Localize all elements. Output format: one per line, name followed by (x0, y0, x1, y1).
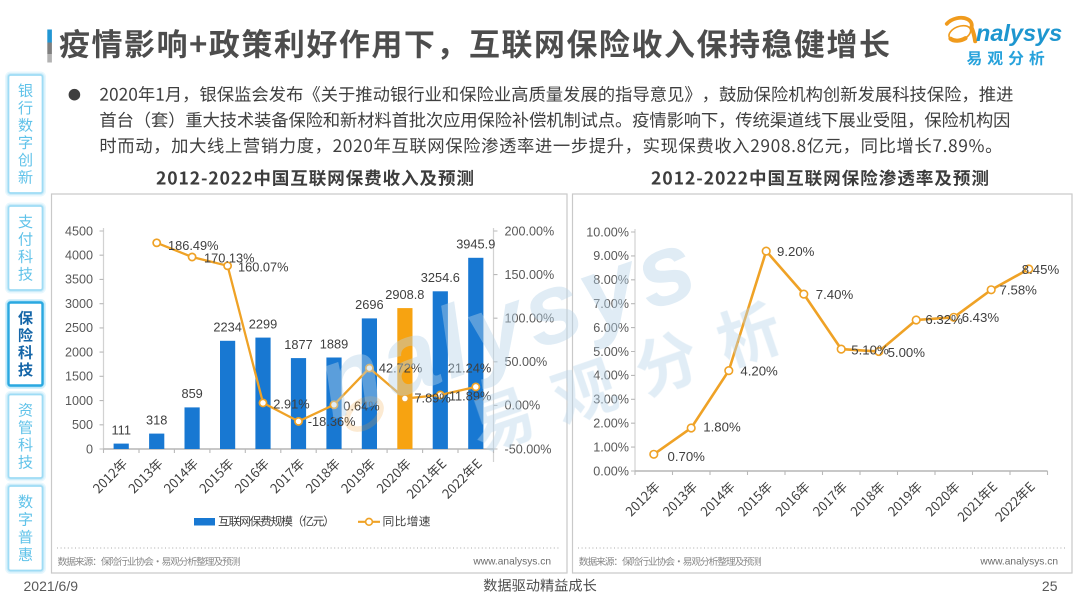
svg-text:859: 859 (181, 386, 202, 401)
svg-text:1.80%: 1.80% (703, 420, 741, 435)
svg-text:7.40%: 7.40% (816, 287, 854, 302)
svg-text:8.45%: 8.45% (1022, 262, 1060, 277)
svg-text:160.07%: 160.07% (238, 259, 289, 274)
svg-text:2021/6/9: 2021/6/9 (24, 578, 79, 594)
svg-text:2908.8: 2908.8 (385, 287, 424, 302)
svg-text:6.32%: 6.32% (925, 312, 963, 327)
svg-text:-50.00%: -50.00% (505, 442, 552, 456)
svg-text:5.00%: 5.00% (888, 345, 926, 360)
svg-text:1877: 1877 (284, 337, 312, 352)
svg-text:1000: 1000 (65, 394, 93, 408)
svg-text:www.analysys.cn: www.analysys.cn (472, 557, 551, 568)
svg-text:3500: 3500 (65, 273, 93, 287)
svg-text:6.00%: 6.00% (593, 321, 629, 335)
svg-text:4500: 4500 (65, 224, 93, 238)
svg-text:2500: 2500 (65, 321, 93, 335)
svg-text:4000: 4000 (65, 249, 93, 263)
svg-text:9.20%: 9.20% (777, 244, 815, 259)
svg-text:25: 25 (1042, 578, 1058, 594)
svg-text:3000: 3000 (65, 297, 93, 311)
svg-text:nalysys: nalysys (976, 20, 1062, 46)
svg-text:500: 500 (72, 418, 93, 432)
svg-text:2299: 2299 (249, 316, 277, 331)
svg-text:1.00%: 1.00% (593, 440, 629, 454)
svg-text:2.91%: 2.91% (273, 396, 309, 411)
svg-text:5.00%: 5.00% (593, 345, 629, 359)
svg-text:7.89%: 7.89% (414, 390, 450, 405)
svg-text:42.72%: 42.72% (379, 361, 422, 376)
svg-text:www.analysys.cn: www.analysys.cn (979, 557, 1058, 568)
svg-text:0.70%: 0.70% (668, 449, 706, 464)
svg-text:21.24%: 21.24% (448, 361, 491, 376)
svg-text:111: 111 (112, 422, 131, 437)
svg-text:4.20%: 4.20% (740, 364, 778, 379)
svg-text:100.00%: 100.00% (505, 312, 555, 326)
svg-text:5.10%: 5.10% (851, 343, 889, 358)
svg-text:2234: 2234 (213, 320, 241, 335)
svg-text:3945.9: 3945.9 (456, 237, 495, 252)
svg-text:2000: 2000 (65, 345, 93, 359)
svg-text:318: 318 (146, 412, 167, 427)
svg-text:0.00%: 0.00% (593, 464, 629, 478)
svg-text:50.00%: 50.00% (505, 355, 548, 369)
svg-text:7.58%: 7.58% (1000, 283, 1038, 298)
svg-text:-18.36%: -18.36% (308, 414, 356, 429)
svg-text:3254.6: 3254.6 (421, 270, 460, 285)
svg-text:200.00%: 200.00% (505, 224, 555, 238)
svg-text:6.43%: 6.43% (962, 310, 1000, 325)
svg-text:186.49%: 186.49% (168, 238, 219, 253)
svg-text:10.00%: 10.00% (586, 225, 629, 239)
svg-text:150.00%: 150.00% (505, 268, 555, 282)
svg-text:2696: 2696 (355, 297, 383, 312)
svg-text:0: 0 (86, 442, 93, 456)
svg-text:1889: 1889 (320, 336, 348, 351)
svg-text:170.13%: 170.13% (204, 250, 255, 265)
svg-text:7.00%: 7.00% (593, 297, 629, 311)
svg-text:9.00%: 9.00% (593, 249, 629, 263)
svg-text:0.64%: 0.64% (343, 398, 379, 413)
svg-text:2.00%: 2.00% (593, 417, 629, 431)
svg-text:1500: 1500 (65, 370, 93, 384)
svg-text:8.00%: 8.00% (593, 273, 629, 287)
